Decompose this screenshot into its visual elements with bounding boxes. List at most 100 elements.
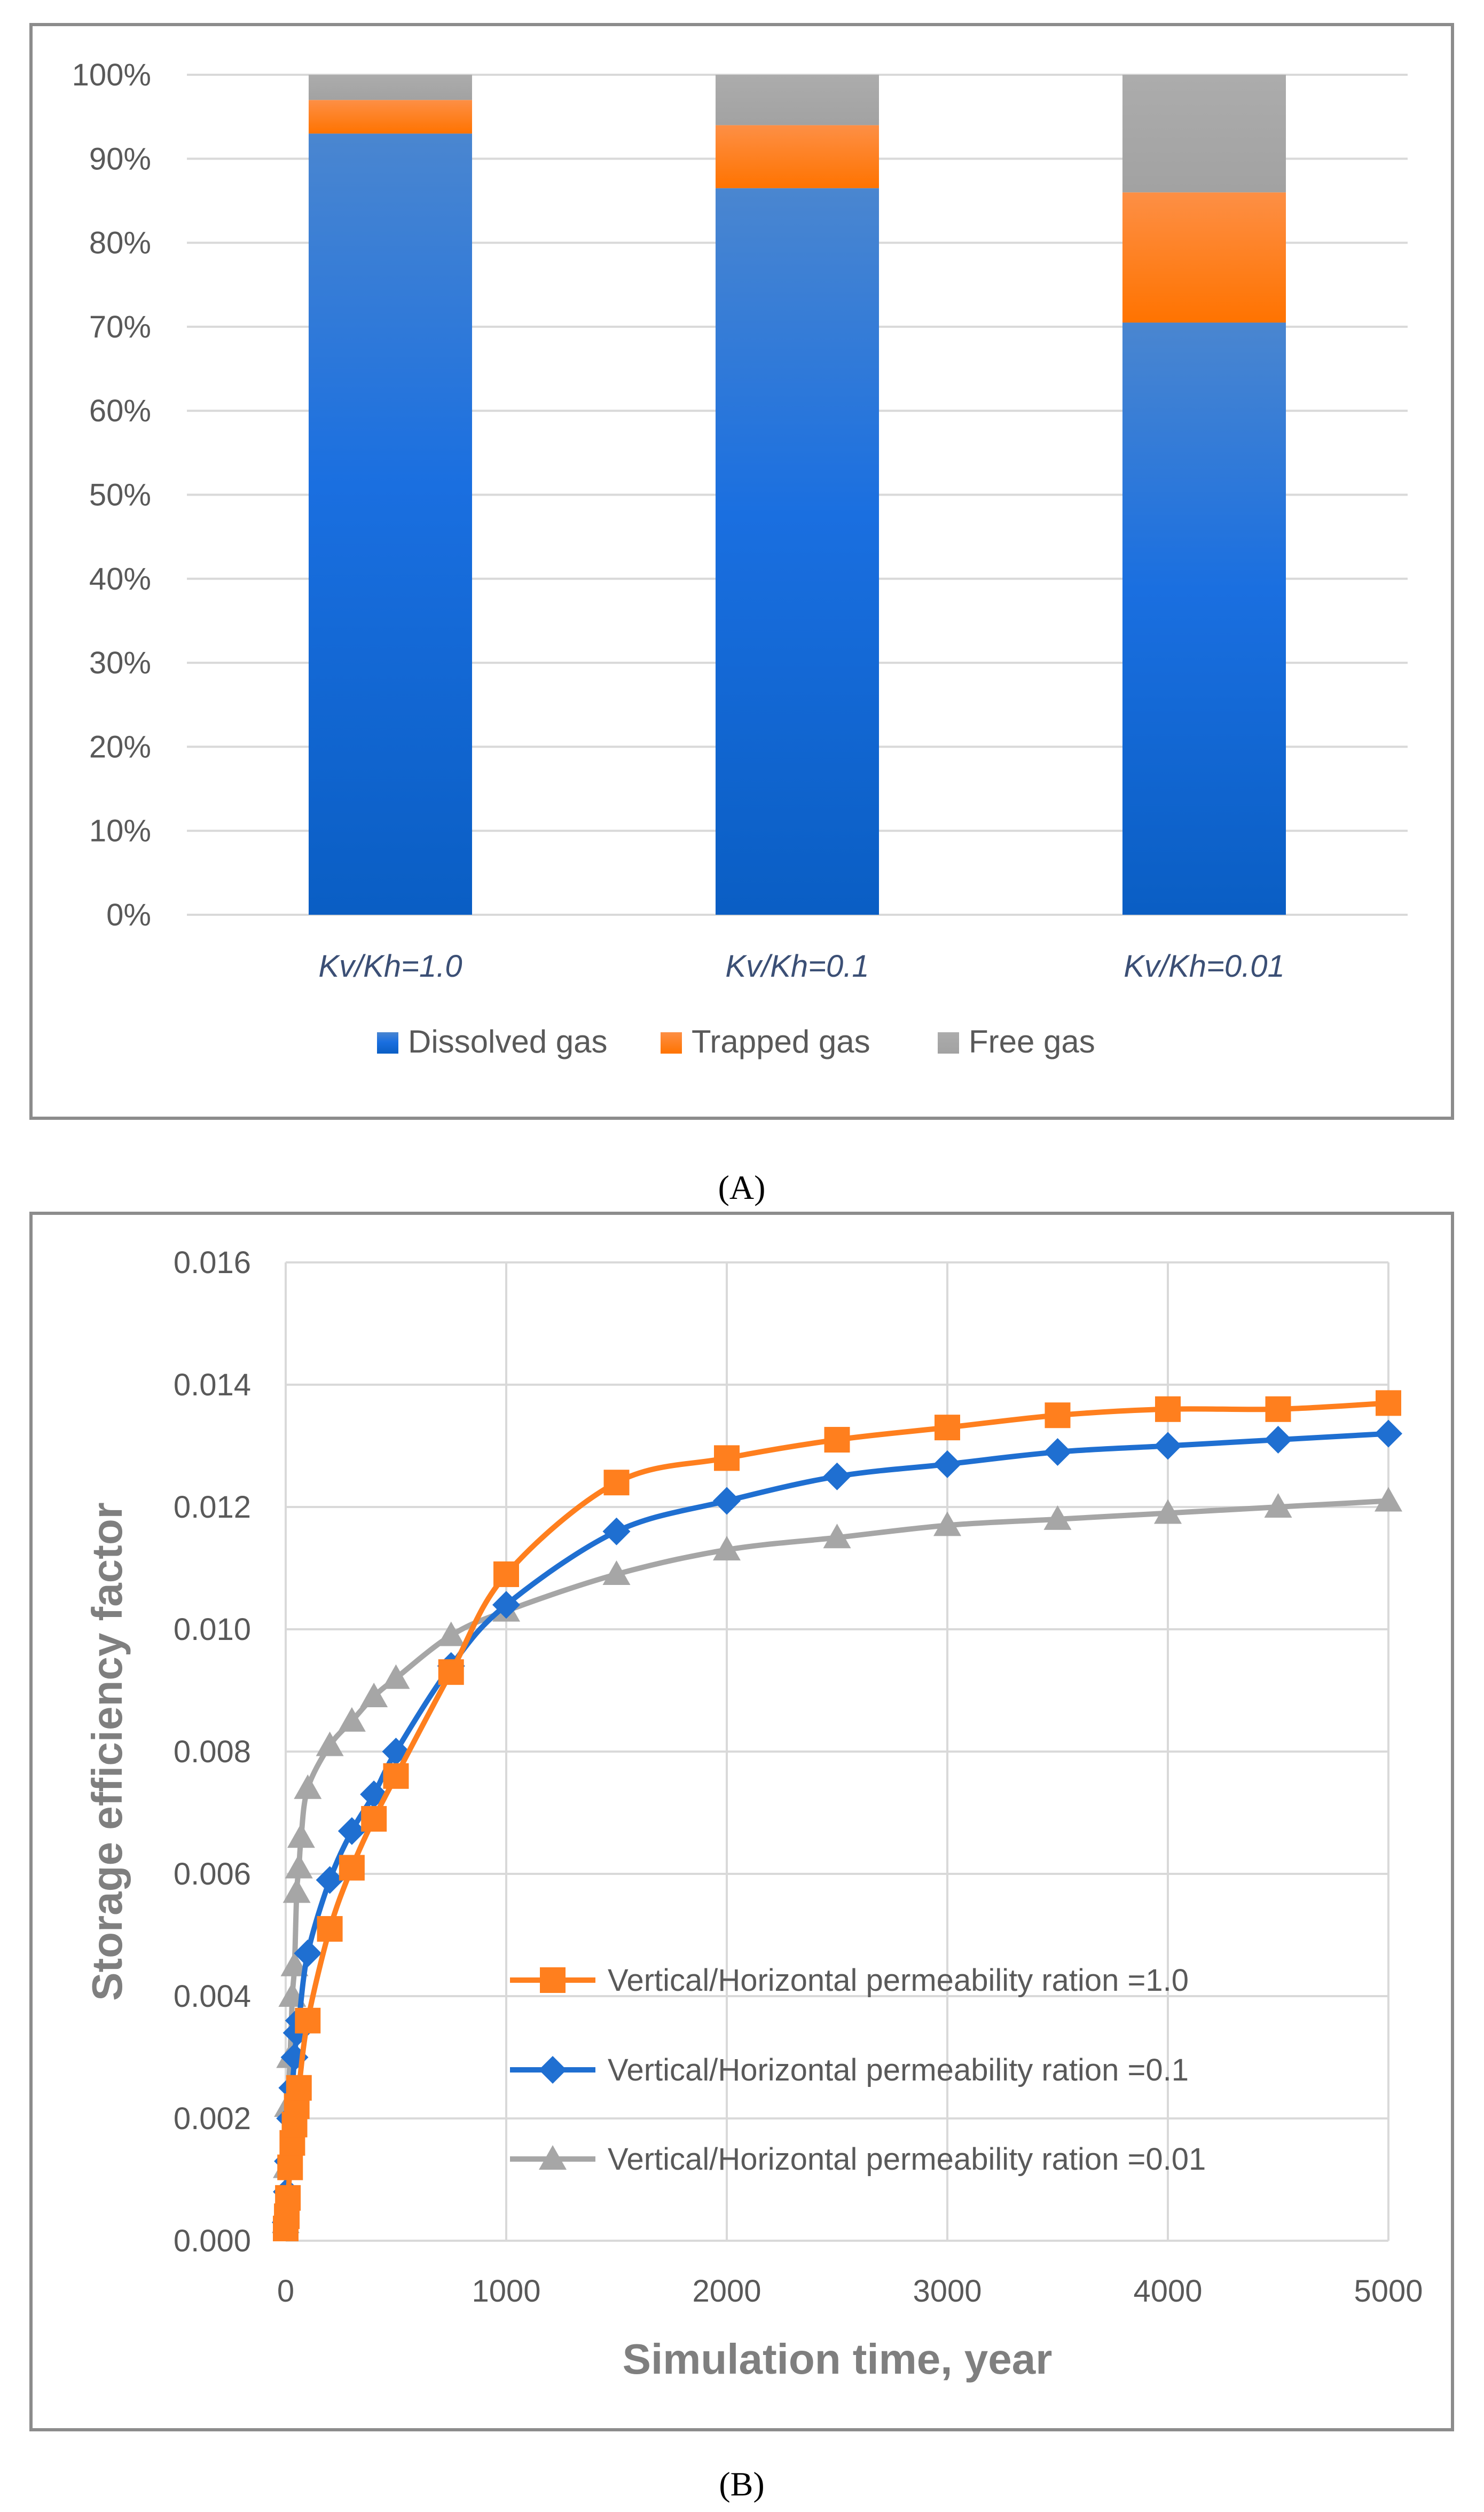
bar-segment-free-gas xyxy=(716,75,879,125)
x-tick-label: 2000 xyxy=(692,2274,761,2309)
marker-triangle xyxy=(823,1524,851,1549)
x-tick-label: 3000 xyxy=(913,2274,982,2309)
x-tick-label: 0 xyxy=(277,2274,294,2309)
marker-triangle xyxy=(337,1707,366,1732)
marker-triangle xyxy=(282,1878,311,1903)
x-tick-label: 1000 xyxy=(472,2274,540,2309)
x-category-label: Kv/Kh=1.0 xyxy=(318,949,462,984)
y-axis-title: Storage efficiency factor xyxy=(83,1502,131,2001)
legend-label: Trapped gas xyxy=(692,1024,870,1059)
y-tick-label: 0% xyxy=(106,898,151,932)
legend-swatch xyxy=(377,1032,398,1054)
y-tick-label: 0.004 xyxy=(174,1979,251,2014)
marker-triangle xyxy=(287,1823,315,1848)
marker-triangle xyxy=(360,1682,388,1707)
bar-segment-trapped-gas xyxy=(1122,192,1286,323)
marker-diamond xyxy=(1375,1419,1402,1448)
y-tick-label: 30% xyxy=(89,646,151,680)
marker-square xyxy=(493,1561,519,1587)
marker-square xyxy=(286,2075,312,2101)
y-tick-label: 0.016 xyxy=(174,1245,251,1280)
marker-square xyxy=(339,1855,365,1881)
marker-diamond xyxy=(1154,1432,1182,1460)
marker-diamond xyxy=(602,1517,631,1545)
bar-segment-dissolved-gas xyxy=(716,188,879,915)
marker-triangle xyxy=(1043,1505,1072,1530)
y-tick-label: 0.002 xyxy=(174,2101,251,2136)
y-tick-label: 10% xyxy=(89,814,151,849)
y-tick-label: 40% xyxy=(89,562,151,596)
marker-square xyxy=(275,2185,301,2211)
y-tick-label: 70% xyxy=(89,310,151,344)
caption-b: (B) xyxy=(719,2465,764,2503)
marker-square xyxy=(1265,1396,1291,1422)
marker-diamond xyxy=(492,1591,520,1619)
panel-a-chart: 0% 10% 20% 30% 40% 50% 60% 70% 80% 90% 100% Kv/Kh=1… xyxy=(72,58,1408,1059)
bar-segment-dissolved-gas xyxy=(309,134,472,915)
marker-diamond xyxy=(337,1817,366,1845)
legend-label: Free gas xyxy=(969,1024,1095,1059)
marker-square xyxy=(603,1470,630,1496)
marker-triangle xyxy=(316,1731,344,1756)
marker-diamond xyxy=(316,1866,344,1894)
legend-label: Vertical/Horizontal permeability ration … xyxy=(608,2142,1206,2177)
marker-triangle xyxy=(933,1511,961,1536)
panel-b-chart: 0.000 0.002 0.004 0.006 0.008 0.010 0.012 0.014… xyxy=(83,1245,1423,2383)
y-tick-label: 0.000 xyxy=(174,2224,251,2258)
marker-square xyxy=(295,2007,321,2034)
marker-square xyxy=(383,1763,409,1789)
marker-triangle xyxy=(1375,1487,1402,1512)
marker-square xyxy=(317,1916,343,1942)
x-axis-title: Simulation time, year xyxy=(623,2335,1053,2383)
y-tick-label: 0.006 xyxy=(174,1857,251,1891)
y-tick-label: 0.012 xyxy=(174,1490,251,1525)
marker-diamond xyxy=(823,1462,851,1490)
legend-label: Vertical/Horizontal permeability ration … xyxy=(608,2053,1189,2087)
legend-label: Vertical/Horizontal permeability ration … xyxy=(608,1963,1189,1998)
y-tick-label: 0.014 xyxy=(174,1368,251,1402)
marker-triangle xyxy=(1154,1499,1182,1524)
marker-triangle xyxy=(280,1951,309,1976)
marker-diamond xyxy=(713,1487,741,1515)
marker-diamond xyxy=(1264,1426,1292,1454)
y-tick-label: 60% xyxy=(89,394,151,428)
y-tick-label: 0.010 xyxy=(174,1612,251,1647)
marker-diamond xyxy=(294,1939,322,1967)
y-tick-label: 90% xyxy=(89,142,151,176)
marker-square xyxy=(438,1659,464,1685)
x-category-label: Kv/Kh=0.01 xyxy=(1124,949,1285,984)
marker-triangle xyxy=(539,2145,567,2170)
marker-square xyxy=(1376,1390,1401,1416)
x-tick-label: 5000 xyxy=(1354,2274,1423,2309)
bar-segment-trapped-gas xyxy=(309,100,472,134)
marker-square xyxy=(935,1415,960,1441)
marker-triangle xyxy=(1264,1493,1292,1518)
marker-triangle xyxy=(437,1621,465,1646)
y-tick-label: 0.008 xyxy=(174,1734,251,1769)
bar-segment-trapped-gas xyxy=(716,125,879,189)
legend-label: Dissolved gas xyxy=(408,1024,608,1059)
marker-square xyxy=(540,1967,566,1993)
y-tick-label: 50% xyxy=(89,478,151,513)
marker-triangle xyxy=(285,1854,313,1879)
marker-triangle xyxy=(713,1536,741,1561)
y-tick-label: 100% xyxy=(72,58,151,92)
marker-square xyxy=(1045,1402,1071,1428)
x-category-label: Kv/Kh=0.1 xyxy=(725,949,869,984)
legend-swatch xyxy=(938,1032,959,1054)
bar-segment-dissolved-gas xyxy=(1122,323,1286,915)
bar-segment-free-gas xyxy=(309,75,472,100)
bar-segment-free-gas xyxy=(1122,75,1286,193)
marker-triangle xyxy=(294,1774,322,1799)
legend-swatch xyxy=(661,1032,682,1054)
marker-diamond xyxy=(933,1450,961,1478)
x-tick-label: 4000 xyxy=(1133,2274,1202,2309)
marker-diamond xyxy=(539,2056,567,2084)
marker-square xyxy=(714,1445,740,1471)
panel-b-frame xyxy=(29,1212,1454,2431)
caption-a: (A) xyxy=(718,1168,766,1206)
y-tick-label: 80% xyxy=(89,226,151,261)
marker-triangle xyxy=(382,1664,410,1689)
marker-triangle xyxy=(602,1560,631,1585)
